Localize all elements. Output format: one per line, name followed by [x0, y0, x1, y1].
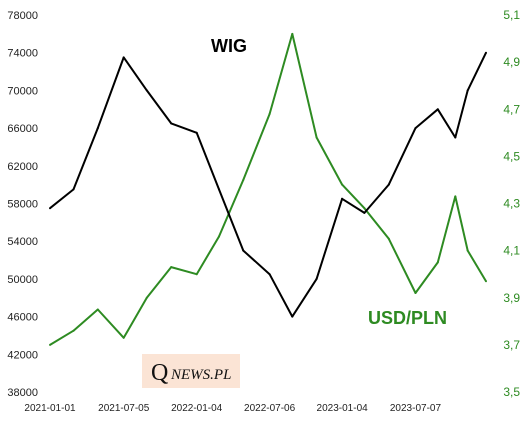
- left-axis-tick-label: 50000: [7, 274, 38, 286]
- usdpln-data-point: [242, 178, 245, 181]
- left-axis-tick-label: 46000: [7, 312, 38, 324]
- wig-data-point: [387, 183, 390, 186]
- usdpln-data-point: [122, 336, 125, 339]
- usdpln-data-point: [414, 292, 417, 294]
- usdpln-data-point: [145, 296, 148, 299]
- right-axis-ticks: 5,1 4,9 4,7 4,5 4,3 4,1 3,9 3,7 3,5: [503, 8, 520, 399]
- usdpln-data-point: [49, 343, 51, 346]
- wig-data-point: [485, 51, 487, 54]
- usdpln-data-point: [218, 235, 220, 238]
- wig-data-point: [341, 197, 344, 200]
- left-axis-tick-label: 62000: [7, 161, 38, 173]
- wig-series-label: WIG: [211, 36, 247, 56]
- wig-data-point: [122, 56, 125, 59]
- wig-data-point: [145, 89, 148, 92]
- wig-data-point: [466, 89, 469, 92]
- usdpln-data-point: [195, 273, 198, 276]
- x-axis-tick-label: 2021-01-01: [24, 403, 76, 414]
- wig-data-point: [218, 188, 220, 191]
- right-axis-tick-label: 4,3: [503, 197, 520, 211]
- right-axis-tick-label: 3,5: [503, 385, 520, 399]
- usdpln-data-point: [363, 207, 366, 210]
- usdpln-data-point: [96, 308, 99, 311]
- usdpln-series-label: USD/PLN: [368, 308, 447, 328]
- left-axis-tick-label: 78000: [7, 10, 38, 22]
- usdpln-data-point: [466, 249, 469, 252]
- qnews-logo-q: Q: [151, 360, 168, 386]
- left-axis-tick-label: 66000: [7, 123, 38, 135]
- wig-data-point: [268, 273, 271, 276]
- usdpln-data-point: [341, 183, 344, 186]
- right-axis-tick-label: 3,9: [503, 291, 520, 305]
- x-axis-ticks: 2021-01-01 2021-07-05 2022-01-04 2022-07-06…: [24, 403, 441, 414]
- qnews-logo-text: NEWS.PL: [170, 367, 231, 383]
- x-axis-tick-label: 2022-01-04: [171, 403, 223, 414]
- usdpln-data-point: [72, 329, 75, 332]
- wig-data-point: [242, 249, 245, 252]
- right-axis-tick-label: 3,7: [503, 338, 520, 352]
- series-lines: [49, 32, 487, 346]
- qnews-logo: Q NEWS.PL: [142, 354, 240, 388]
- wig-data-point: [72, 188, 75, 191]
- usdpln-data-point: [436, 261, 439, 264]
- usdpln-series-line: [49, 32, 487, 346]
- wig-data-point: [414, 127, 417, 130]
- right-axis-tick-label: 4,7: [503, 102, 520, 116]
- qnews-logo-mark: Q NEWS.PL: [151, 360, 231, 386]
- wig-data-point: [436, 108, 439, 111]
- wig-data-point: [454, 136, 457, 139]
- wig-data-point: [49, 207, 51, 210]
- usdpln-data-point: [170, 266, 173, 269]
- left-axis-tick-label: 74000: [7, 48, 38, 60]
- wig-data-point: [315, 277, 318, 280]
- wig-data-point: [291, 315, 294, 318]
- usdpln-data-point: [291, 32, 294, 35]
- left-axis-ticks: 78000 74000 70000 66000 62000 58000 54000 50000…: [7, 10, 38, 399]
- usdpln-data-point: [268, 113, 271, 115]
- wig-series-line: [49, 52, 487, 318]
- wig-data-point: [195, 131, 198, 134]
- wig-data-point: [363, 211, 366, 214]
- x-axis-tick-label: 2023-01-04: [317, 403, 369, 414]
- right-axis-tick-label: 4,9: [503, 55, 520, 69]
- usdpln-data-point: [485, 280, 487, 283]
- right-axis-tick-label: 4,5: [503, 149, 520, 163]
- x-axis-tick-label: 2023-07-07: [390, 403, 442, 414]
- right-axis-tick-label: 4,1: [503, 244, 520, 258]
- usdpln-data-point: [387, 237, 390, 240]
- left-axis-tick-label: 70000: [7, 85, 38, 97]
- left-axis-tick-label: 58000: [7, 199, 38, 211]
- left-axis-tick-label: 38000: [7, 387, 38, 399]
- x-axis-tick-label: 2021-07-05: [98, 403, 150, 414]
- wig-data-point: [96, 127, 99, 130]
- usdpln-data-point: [454, 195, 457, 198]
- right-axis-tick-label: 5,1: [503, 8, 520, 22]
- x-axis-tick-label: 2022-07-06: [244, 403, 296, 414]
- left-axis-tick-label: 54000: [7, 236, 38, 248]
- left-axis-tick-label: 42000: [7, 349, 38, 361]
- wig-data-point: [170, 122, 173, 125]
- usdpln-data-point: [315, 136, 318, 139]
